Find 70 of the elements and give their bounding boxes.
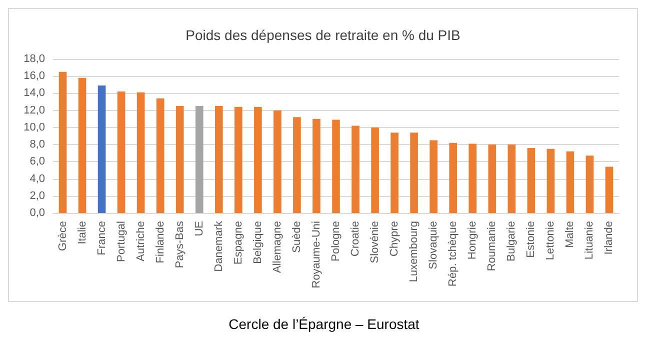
bar — [58, 72, 67, 213]
y-tick-label: 18,0 — [24, 53, 45, 65]
bar — [449, 142, 458, 213]
x-tick-label: Roumanie — [486, 221, 498, 272]
x-tick-label: Allemagne — [271, 221, 284, 273]
x-tick-label: Croatie — [350, 221, 362, 256]
bar — [352, 126, 360, 213]
chart-title: Poids des dépenses de retraite en % du PIB — [186, 27, 460, 43]
bar — [371, 127, 379, 213]
x-tick-label: UE — [193, 221, 206, 236]
bar — [605, 166, 614, 213]
bar — [274, 110, 282, 213]
x-tick-label: Estonie — [525, 221, 538, 258]
x-tick-label: Suède — [290, 221, 303, 253]
x-tick-label: Lituanie — [584, 221, 596, 260]
x-tick-label: Lettonie — [544, 221, 557, 260]
y-tick-label: 16,0 — [24, 70, 45, 82]
bar — [332, 120, 340, 213]
x-tick-label: Hongrie — [466, 221, 479, 260]
bar — [566, 151, 574, 213]
x-tick-label: Pays-Bas — [174, 220, 186, 268]
y-tick-label: 12,0 — [24, 104, 45, 116]
bar — [117, 92, 126, 213]
x-tick-label: Rép. tchèque — [447, 221, 460, 286]
y-tick-label: 10,0 — [24, 121, 45, 134]
x-tick-label: Belgique — [252, 221, 264, 264]
bar — [586, 156, 594, 213]
x-tick-label: Bulgarie — [506, 221, 518, 262]
x-tick-label: Pologne — [330, 221, 342, 262]
bar — [488, 144, 496, 213]
x-tick-label: Slovaquie — [428, 221, 440, 270]
y-tick-label: 2,0 — [30, 190, 45, 202]
x-tick-label: France — [96, 221, 108, 256]
bar — [312, 118, 320, 213]
x-tick-label: Danemark — [212, 220, 225, 272]
y-tick-label: 14,0 — [24, 87, 45, 100]
text: Cercle de l’Épargne – Eurostat — [228, 316, 420, 332]
y-tick-label: 8,0 — [30, 138, 45, 151]
bar — [468, 144, 477, 213]
bar — [156, 98, 164, 213]
bar — [195, 106, 204, 213]
y-tick-label: 6,0 — [30, 156, 45, 168]
x-tick-label: Irlande — [603, 221, 616, 255]
x-tick-label: Finlande — [154, 221, 166, 264]
bar — [293, 117, 301, 213]
bar — [78, 78, 86, 213]
y-tick-label: 4,0 — [30, 172, 45, 185]
bar — [98, 86, 106, 213]
x-tick-label: Grèce — [56, 221, 69, 251]
bar — [254, 106, 262, 213]
bar — [430, 140, 438, 213]
bar — [508, 144, 516, 213]
bar — [136, 92, 145, 213]
x-tick-label: Slovénie — [369, 221, 382, 264]
bar — [546, 148, 555, 213]
x-tick-label: Royaume-Uni — [310, 221, 322, 288]
x-tick-label: Italie — [76, 221, 88, 244]
x-tick-label: Espagne — [232, 221, 244, 264]
x-tick-label: Luxembourg — [408, 221, 420, 282]
bar — [527, 148, 536, 213]
bar — [234, 106, 242, 213]
bar — [390, 132, 398, 213]
x-tick-label: Malte — [564, 221, 576, 248]
y-tick-label: 0,0 — [30, 207, 45, 219]
x-tick-label: Portugal — [115, 221, 128, 262]
x-tick-label: Autriche — [134, 221, 147, 262]
bar — [176, 106, 184, 213]
x-tick-label: Chypre — [388, 221, 401, 256]
bar — [410, 132, 418, 213]
bar — [214, 106, 223, 213]
